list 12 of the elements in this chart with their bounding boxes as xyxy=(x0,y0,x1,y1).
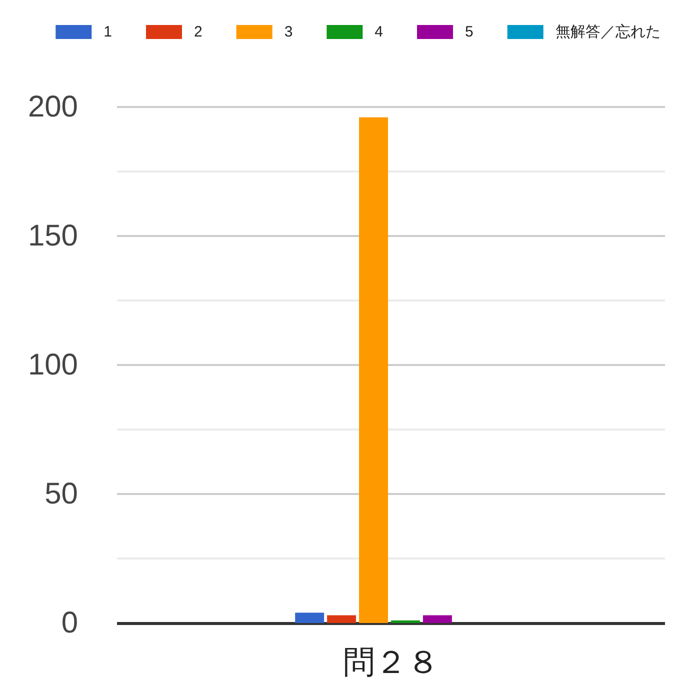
legend-label: 4 xyxy=(374,24,384,40)
y-tick-label: 50 xyxy=(44,478,78,510)
y-tick-label: 150 xyxy=(28,220,78,252)
legend-label: 無解答／忘れた xyxy=(555,24,660,40)
legend-label: 3 xyxy=(284,24,293,40)
y-tick-label: 200 xyxy=(28,90,78,124)
y-tick-label: 0 xyxy=(61,606,78,640)
legend-label: 1 xyxy=(104,24,112,40)
x-tick-label: 問２８ xyxy=(343,644,439,680)
legend-label: 2 xyxy=(194,24,202,40)
y-tick-label: 100 xyxy=(28,348,78,382)
legend-label: 5 xyxy=(465,24,474,40)
